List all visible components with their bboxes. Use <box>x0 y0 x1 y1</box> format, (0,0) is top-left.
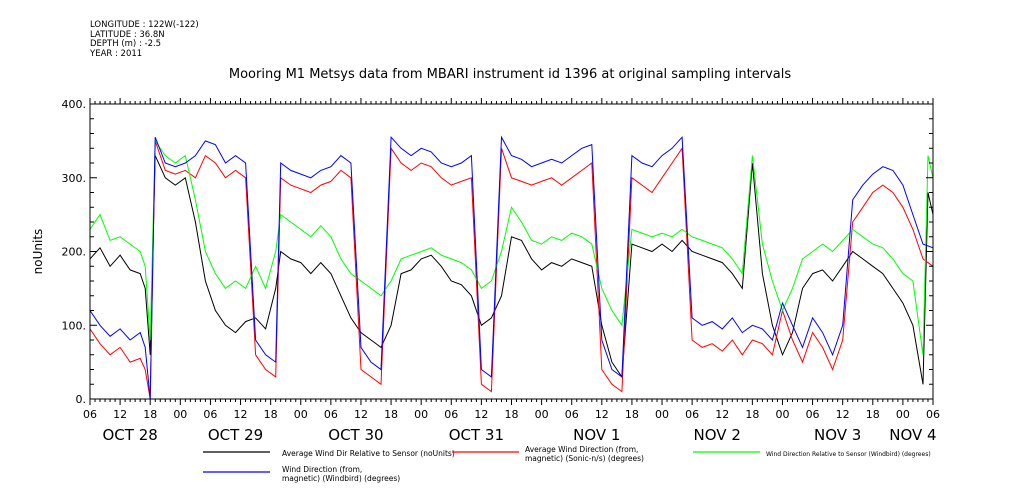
x-tick-label: 18 <box>866 408 880 421</box>
x-tick-label: 00 <box>775 408 789 421</box>
meta-longitude: LONGITUDE : 122W(-122) <box>90 20 199 30</box>
legend-label-2: Average Wind Direction (from, <box>525 445 638 454</box>
x-tick-label: 12 <box>354 408 368 421</box>
x-tick-label: 18 <box>745 408 759 421</box>
x-tick-label: 18 <box>384 408 398 421</box>
x-tick-label: 12 <box>113 408 127 421</box>
x-tick-label: 18 <box>505 408 519 421</box>
x-tick-label: 00 <box>535 408 549 421</box>
x-tick-label: 18 <box>625 408 639 421</box>
chart-title: Mooring M1 Metsys data from MBARI instru… <box>228 67 792 82</box>
x-tick-label: 12 <box>595 408 609 421</box>
x-tick-label: 00 <box>655 408 669 421</box>
x-date-label: NOV 2 <box>694 426 741 444</box>
x-tick-label: 12 <box>836 408 850 421</box>
x-date-label: OCT 28 <box>102 426 157 444</box>
series-line-3 <box>89 139 934 355</box>
y-tick-label: 300. <box>62 172 87 185</box>
x-tick-label: 12 <box>715 408 729 421</box>
metadata-block: LONGITUDE : 122W(-122) LATITUDE : 36.8N … <box>90 20 199 59</box>
meta-depth: DEPTH (m) : -2.5 <box>90 39 162 50</box>
x-tick-label: 00 <box>294 408 308 421</box>
x-tick-label: 12 <box>474 408 488 421</box>
x-tick-label: 06 <box>444 408 458 421</box>
x-tick-label: 06 <box>203 408 217 421</box>
legend-label-1: Average Wind Dir Relative to Sensor (noU… <box>282 449 455 458</box>
x-tick-label: 06 <box>806 408 820 421</box>
x-date-label: NOV 1 <box>573 426 620 444</box>
x-tick-label: 12 <box>234 408 248 421</box>
y-tick-label: 0. <box>76 393 87 406</box>
series-line-2 <box>89 140 934 400</box>
y-tick-label: 100. <box>62 319 87 332</box>
y-axis-label: noUnits <box>31 229 45 275</box>
x-tick-label: 06 <box>324 408 338 421</box>
x-date-label: NOV 3 <box>814 426 861 444</box>
x-date-label: OCT 30 <box>328 426 383 444</box>
series-line-4 <box>89 135 934 400</box>
x-tick-label: 00 <box>173 408 187 421</box>
x-tick-label: 06 <box>926 408 940 421</box>
meta-latitude: LATITUDE : 36.8N <box>90 29 165 40</box>
y-tick-label: 200. <box>62 246 87 259</box>
legend-label-4: Wind Direction (from, <box>282 465 362 474</box>
legend-label-2: magnetic) (Sonic-n/s) (degrees) <box>525 454 644 463</box>
legend-label-4: magnetic) (Windbird) (degrees) <box>282 474 400 483</box>
x-tick-label: 06 <box>83 408 97 421</box>
series-line-1 <box>89 155 934 385</box>
legend-label-3: Wind Direction Relative to Sensor (Windb… <box>766 451 931 458</box>
x-tick-label: 18 <box>143 408 157 421</box>
x-tick-label: 18 <box>264 408 278 421</box>
x-tick-label: 00 <box>414 408 428 421</box>
x-tick-label: 00 <box>896 408 910 421</box>
x-tick-label: 06 <box>565 408 579 421</box>
x-date-label: NOV 4 <box>889 426 936 444</box>
meta-year: YEAR : 2011 <box>90 48 143 59</box>
x-tick-label: 06 <box>685 408 699 421</box>
y-tick-label: 400. <box>62 98 87 111</box>
x-date-label: OCT 31 <box>449 426 504 444</box>
x-date-label: OCT 29 <box>208 426 263 444</box>
plot-frame <box>89 103 934 400</box>
